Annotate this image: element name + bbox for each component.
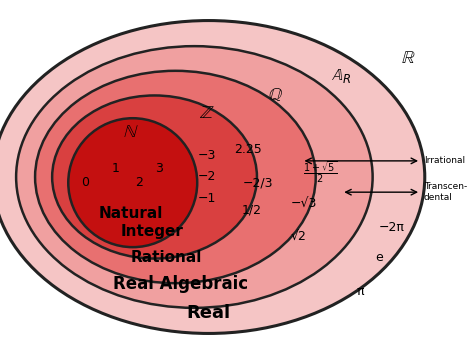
Text: 2.25: 2.25	[235, 143, 262, 156]
Text: $\mathbb{N}$: $\mathbb{N}$	[123, 124, 139, 142]
Text: 1: 1	[112, 162, 119, 175]
Text: 0: 0	[81, 176, 89, 189]
Text: e: e	[376, 251, 383, 264]
Text: Irrational: Irrational	[424, 156, 465, 165]
Text: Real Algebraic: Real Algebraic	[113, 275, 248, 293]
Text: −1: −1	[197, 192, 216, 205]
Ellipse shape	[16, 46, 373, 308]
Text: $\mathbb{A}_R$: $\mathbb{A}_R$	[331, 67, 352, 85]
Text: $\mathbb{R}$: $\mathbb{R}$	[400, 50, 415, 68]
Ellipse shape	[35, 71, 316, 283]
Text: 2: 2	[135, 176, 143, 189]
Text: Natural: Natural	[99, 206, 163, 221]
Text: π: π	[357, 285, 364, 298]
Text: 1/2: 1/2	[241, 204, 261, 217]
Text: −3: −3	[197, 149, 216, 162]
Text: $\mathbb{Q}$: $\mathbb{Q}$	[267, 86, 282, 103]
Text: √2: √2	[291, 230, 306, 243]
Text: −2/3: −2/3	[243, 176, 273, 189]
Text: −√3: −√3	[290, 197, 317, 210]
Text: Transcen-
dental: Transcen- dental	[424, 182, 467, 202]
Text: −2π: −2π	[379, 221, 405, 234]
Ellipse shape	[68, 118, 197, 247]
Text: 3: 3	[156, 162, 163, 175]
Ellipse shape	[52, 96, 257, 258]
Text: −2: −2	[197, 171, 216, 183]
Text: Rational: Rational	[130, 250, 202, 265]
Text: Real: Real	[187, 304, 231, 321]
Text: $\frac{1+\sqrt{5}}{2}$: $\frac{1+\sqrt{5}}{2}$	[304, 159, 337, 185]
Ellipse shape	[0, 21, 425, 333]
Text: $\mathbb{Z}$: $\mathbb{Z}$	[199, 104, 214, 122]
Text: Integer: Integer	[120, 224, 183, 240]
